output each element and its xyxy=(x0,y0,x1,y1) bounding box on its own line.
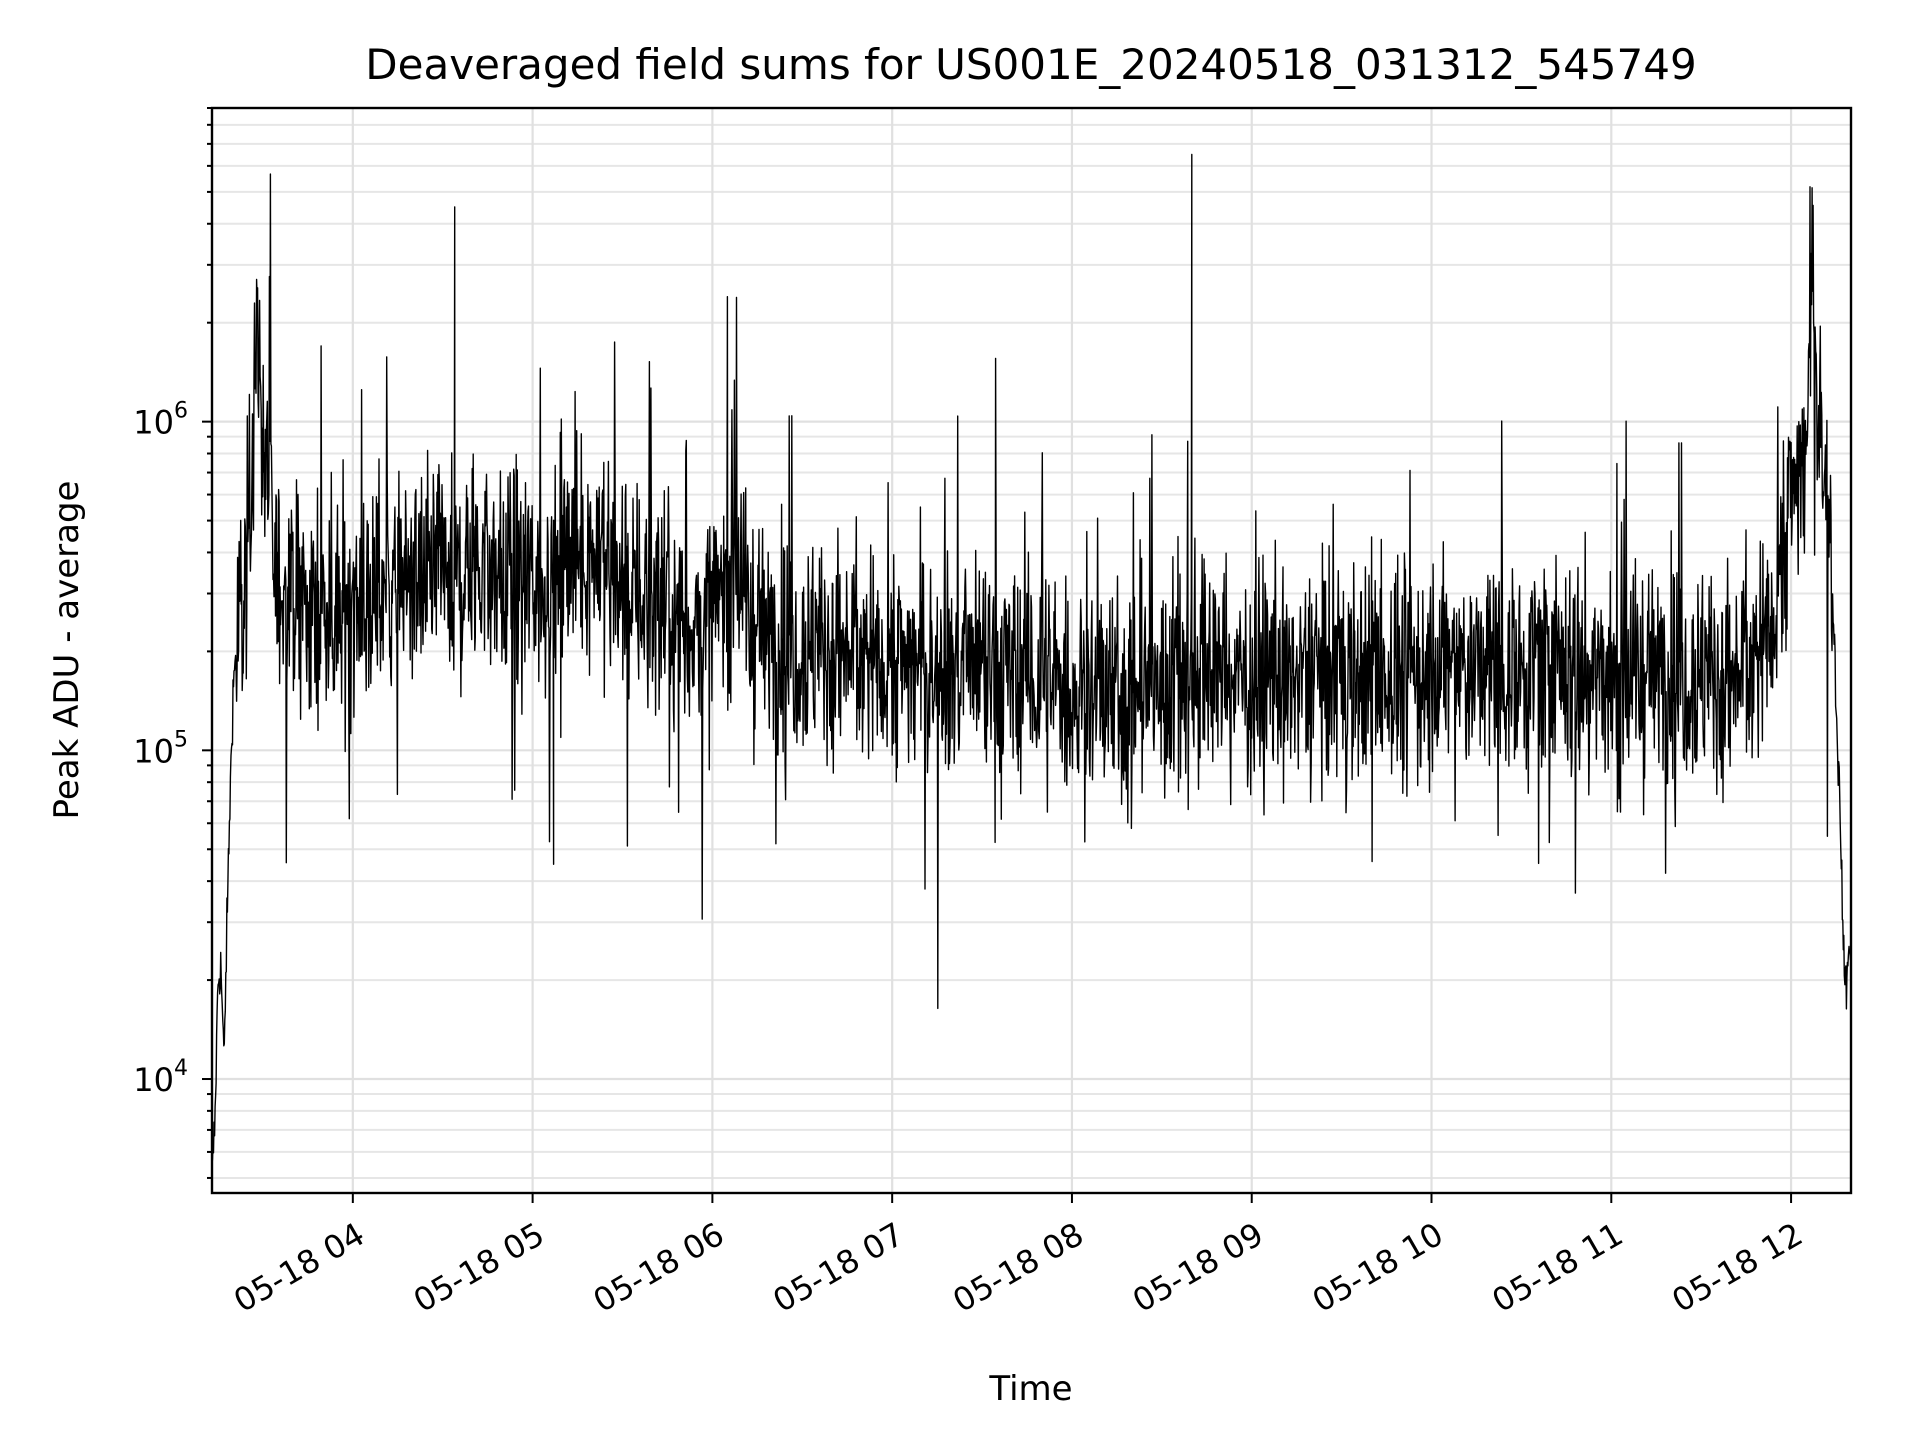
grid xyxy=(212,107,1851,1193)
y-tick-label-base: 10 xyxy=(133,732,174,770)
y-tick-label-exponent: 5 xyxy=(174,727,188,752)
y-tick-label-base: 10 xyxy=(133,1061,174,1099)
y-tick-label: 104 xyxy=(133,1056,188,1099)
y-tick-label-base: 10 xyxy=(133,404,174,442)
y-tick-label: 105 xyxy=(133,727,188,770)
x-axis-label: Time xyxy=(988,1369,1072,1409)
y-tick-label-exponent: 4 xyxy=(174,1056,188,1081)
y-axis-label: Peak ADU - average xyxy=(47,481,87,820)
chart-title: Deaveraged field sums for US001E_2024051… xyxy=(365,40,1696,89)
y-tick-label: 106 xyxy=(133,399,188,442)
y-tick-label-exponent: 6 xyxy=(174,399,188,424)
series-line xyxy=(211,153,1852,1165)
